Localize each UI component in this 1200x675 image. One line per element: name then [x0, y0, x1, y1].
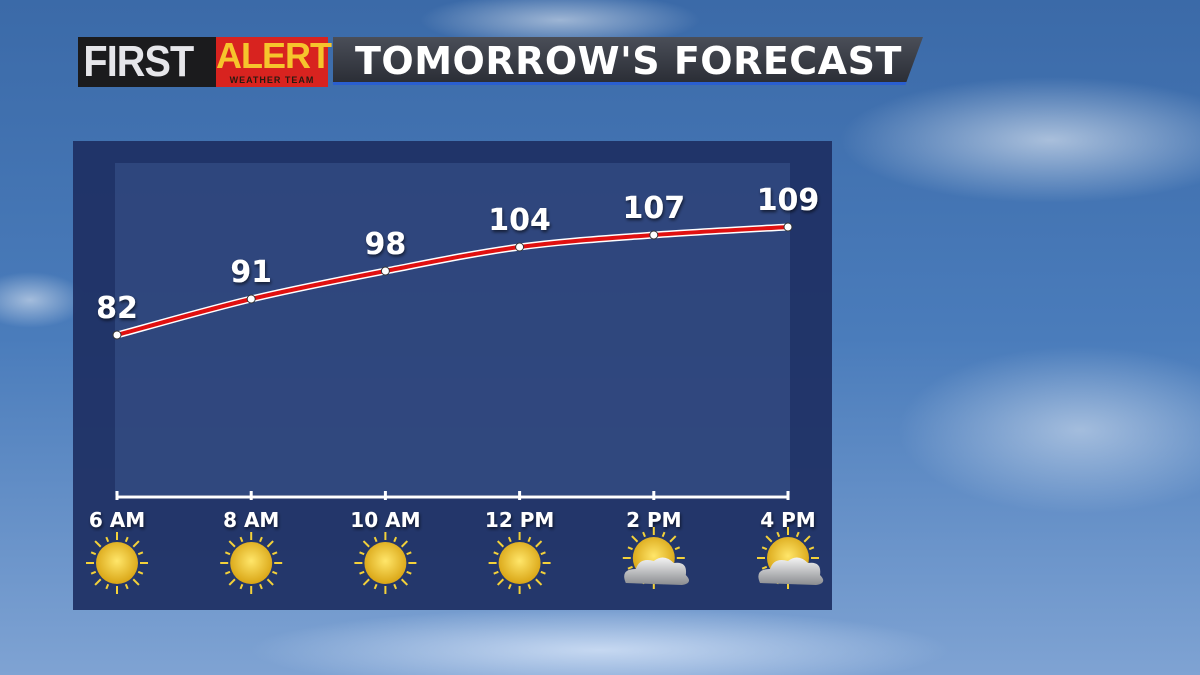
plot-area	[115, 163, 790, 495]
data-label: 91	[230, 255, 272, 290]
partly-cloudy-icon	[757, 527, 824, 589]
chart-panel	[73, 141, 832, 610]
page-title: TOMORROW'S FORECAST	[333, 37, 923, 85]
x-tick-label: 6 AM	[89, 508, 145, 532]
data-point	[515, 242, 525, 252]
data-point	[380, 266, 390, 276]
sun-icon	[354, 532, 417, 594]
brand-sub: WEATHER TEAM	[229, 75, 315, 85]
partly-cloudy-icon	[622, 527, 689, 589]
brand-alert-logo: ALERT WEATHER TEAM	[216, 35, 332, 87]
data-point	[112, 330, 122, 340]
x-tick-label: 12 PM	[485, 508, 554, 532]
sun-icon	[220, 532, 283, 594]
x-tick-label: 8 AM	[223, 508, 279, 532]
series-line	[116, 225, 789, 337]
brand-alert: ALERT	[216, 35, 332, 76]
data-label: 107	[622, 191, 685, 226]
x-tick-label: 10 AM	[350, 508, 420, 532]
sun-icon	[488, 532, 551, 594]
title-banner: FIRST ALERT WEATHER TEAM TOMORROW'S FORE…	[78, 37, 923, 87]
sun-icon	[86, 532, 148, 594]
data-point	[246, 294, 256, 304]
data-point	[783, 222, 793, 232]
brand-first: FIRST	[78, 37, 224, 87]
data-label: 82	[96, 291, 138, 326]
data-point	[649, 230, 659, 240]
data-label: 109	[757, 183, 820, 218]
data-label: 104	[488, 203, 551, 238]
data-label: 98	[365, 227, 407, 262]
